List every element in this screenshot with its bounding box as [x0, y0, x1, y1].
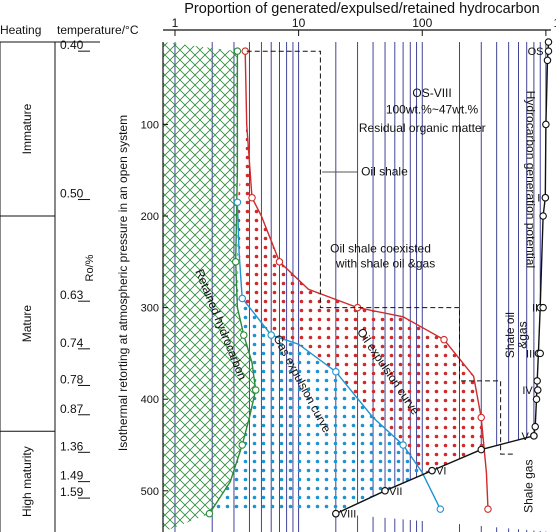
generation-potential-marker	[477, 445, 485, 454]
shale-gas-label: Shale gas	[522, 460, 536, 513]
plot-area	[163, 42, 551, 532]
retained-marker	[231, 258, 240, 266]
y-ticks: 100 200 300 400 500	[141, 119, 168, 498]
residual-om-label: Residual organic matter	[359, 121, 486, 135]
ro-value-label: 0.87	[60, 402, 84, 416]
stage-os-label: III	[526, 348, 535, 360]
x-tick-label: 100	[412, 16, 432, 30]
stage-marker	[428, 466, 436, 475]
y-tick-label: 400	[141, 394, 159, 406]
gas-expulsion-marker	[233, 198, 242, 207]
oil-shale-label: Oil shale	[361, 165, 408, 179]
stage-marker	[534, 386, 542, 394]
y-tick-label: 500	[141, 486, 159, 498]
ro-value-label: 1.59	[60, 485, 84, 499]
coexist-label-2: with shale oil &gas	[335, 256, 435, 270]
stage-os-label: VIII	[340, 509, 357, 521]
retained-marker	[238, 441, 246, 449]
generation-potential-marker	[531, 422, 539, 431]
generation-potential-marker	[542, 120, 550, 129]
ro-value-label: 0.50	[60, 187, 84, 201]
retained-marker	[233, 47, 242, 55]
gas-expulsion-marker	[267, 331, 275, 339]
ro-value-label: 0.74	[60, 336, 84, 350]
ro-axis-label: Ro/%	[84, 254, 96, 281]
os-viii-label: OS-VIII	[412, 86, 451, 100]
stage-marker	[381, 487, 389, 495]
ro-value-label: 1.49	[60, 469, 84, 483]
generation-potential-marker	[532, 395, 541, 403]
x-tick-label: 10	[292, 16, 306, 30]
gas-expulsion-marker	[399, 441, 407, 449]
stage-label: High maturity	[20, 446, 34, 517]
ro-value-label: 1.36	[60, 439, 84, 453]
shale-oil-label: Shale oil	[503, 312, 517, 358]
generation-potential-marker	[533, 377, 541, 385]
oil-expulsion-marker	[484, 505, 492, 513]
col-header-temperature: temperature/°C	[57, 23, 139, 37]
retained-line	[208, 51, 257, 515]
oil-expulsion-marker	[440, 335, 448, 344]
stage-os-label: VI	[436, 466, 446, 478]
oil-shale-boundary	[246, 50, 515, 455]
y-axis-label: Isothermal retorting at atmospheric pres…	[116, 115, 130, 451]
generation-potential-label: Hydrocarbon generation potential	[524, 91, 538, 268]
outside-mask	[335, 42, 551, 532]
oil-expulsion-marker	[275, 258, 284, 266]
stage-os-label: V	[522, 431, 530, 443]
gas-expulsion-line	[236, 202, 441, 510]
gas-expulsion-marker	[332, 367, 340, 376]
wt-label: 100wt.%~47wt.%	[386, 102, 479, 116]
ro-value-label: 0.63	[60, 288, 84, 302]
stage-marker	[539, 303, 547, 312]
stage-label: Immature	[20, 103, 34, 154]
stage-os-label: VII	[389, 486, 402, 498]
shale-gas-combined-label: &gas	[516, 321, 530, 348]
oil-dots-region	[237, 124, 488, 510]
stage-marker	[332, 509, 340, 518]
x-tick-label: 1	[172, 16, 179, 30]
chart-title: Proportion of generated/expulsed/retaine…	[184, 1, 540, 17]
x-tick-label: 1000/(mg/g)	[554, 16, 556, 30]
stage-label: Mature	[20, 305, 34, 343]
axes-frame	[162, 29, 551, 532]
stage-os-label: OS	[528, 46, 544, 58]
y-tick-label: 300	[141, 303, 159, 315]
maturity-panel: Immature Mature High maturity 0.40 0.50 0.63…	[0, 38, 100, 532]
filled-regions	[163, 42, 551, 532]
retained-hatch-region	[163, 42, 256, 532]
oil-expulsion-marker	[248, 193, 256, 202]
generation-potential-marker	[544, 38, 553, 46]
stage-os-label: I	[537, 193, 540, 205]
col-header-heating: Heating	[0, 23, 41, 37]
y-tick-label: 100	[141, 119, 159, 131]
stage-os-label: II	[532, 303, 538, 315]
stage-marker	[544, 47, 553, 55]
gas-expulsion-marker	[238, 294, 246, 303]
generation-potential-marker	[543, 56, 552, 65]
ro-value-label: 0.78	[60, 372, 84, 386]
coexist-label-1: Oil shale coexisted	[330, 242, 431, 256]
series-lines	[205, 38, 553, 518]
stage-marker	[536, 349, 544, 358]
retained-marker	[251, 386, 260, 394]
x-ticks: 1 10 100 1000/(mg/g)	[172, 16, 556, 36]
gas-dots-region	[209, 202, 441, 514]
y-tick-label: 200	[141, 211, 159, 223]
retained-marker	[240, 331, 248, 339]
stage-marker	[530, 432, 538, 440]
oil-expulsion-marker	[477, 413, 485, 422]
stage-os-label: IV	[522, 385, 533, 397]
ro-value-label: 0.40	[60, 38, 84, 52]
generation-potential-marker	[539, 212, 547, 220]
retained-marker	[205, 509, 214, 518]
stage-marker	[541, 193, 550, 202]
gas-expulsion-marker	[436, 505, 445, 513]
